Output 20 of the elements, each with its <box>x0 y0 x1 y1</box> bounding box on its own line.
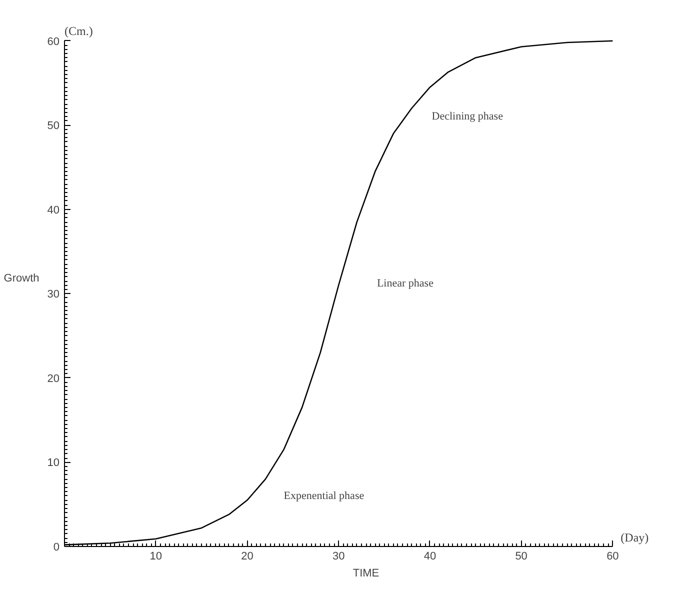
annotation: Linear phase <box>376 278 434 290</box>
y-tick-label: 0 <box>53 542 60 554</box>
y-tick-label: 10 <box>47 457 60 470</box>
x-tick-label: 40 <box>424 550 436 562</box>
annotation: Declining phase <box>432 110 504 123</box>
x-tick-label: 50 <box>515 550 528 562</box>
y-tick-label: 20 <box>47 372 60 385</box>
x-tick-label: 10 <box>150 550 162 562</box>
x-tick-label: 20 <box>241 550 254 562</box>
x-axis-title: TIME <box>352 568 380 580</box>
x-tick-label: 30 <box>332 550 345 562</box>
x-tick-label: 60 <box>606 550 619 562</box>
y-tick-label: 30 <box>47 288 60 301</box>
y-tick-label: 40 <box>47 204 60 216</box>
y-tick-label: 60 <box>47 36 60 48</box>
y-tick-label: 50 <box>47 120 60 132</box>
text: (Cm.) <box>64 24 93 38</box>
annotation: Expenential phase <box>284 490 364 502</box>
y-axis-title: Growth <box>4 272 40 284</box>
text: (Day) <box>620 530 649 544</box>
